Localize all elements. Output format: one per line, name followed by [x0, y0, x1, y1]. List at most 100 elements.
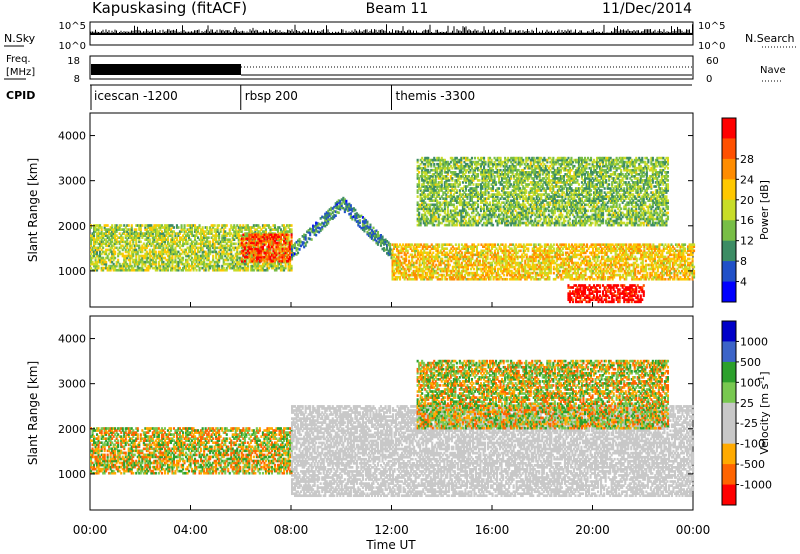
heatmap-cell: [311, 238, 313, 241]
heatmap-cell: [345, 200, 347, 203]
heatmap-cell: [202, 226, 204, 229]
heatmap-cell: [299, 238, 301, 241]
heatmap-cell: [338, 211, 340, 214]
nave-label: Nave: [760, 65, 786, 76]
heatmap-cell: [206, 226, 208, 229]
heatmap-cell: [615, 270, 617, 273]
heatmap-cell: [377, 231, 379, 234]
nsearch-tick-top: 10^5: [698, 21, 725, 32]
heatmap-cell: [559, 270, 561, 273]
heatmap-cell: [140, 241, 142, 244]
heatmap-cell: [366, 221, 368, 224]
heatmap-cell: [477, 243, 479, 246]
heatmap-cell: [244, 260, 246, 263]
heatmap-cell: [128, 224, 130, 227]
heatmap-cell: [520, 250, 522, 253]
heatmap-cell: [141, 224, 143, 227]
heatmap-cell: [670, 272, 672, 275]
heatmap-cell: [473, 268, 475, 271]
heatmap-cell: [503, 274, 505, 277]
heatmap-cell: [291, 224, 293, 227]
heatmap-cell: [288, 234, 290, 237]
heatmap-cell: [114, 257, 116, 260]
heatmap-cell: [684, 243, 686, 246]
heatmap-cell: [645, 260, 647, 263]
heatmap-cell: [449, 264, 451, 267]
heatmap-cell: [111, 224, 113, 227]
heatmap-cell: [369, 224, 371, 227]
nsky-tick-bottom: 10^0: [59, 41, 86, 52]
heatmap-cell: [541, 245, 543, 248]
heatmap-cell: [278, 248, 280, 251]
heatmap-cell: [181, 224, 183, 227]
freq-tick-bottom: 8: [74, 74, 80, 85]
heatmap-cell: [209, 241, 211, 244]
heatmap-cell: [530, 243, 532, 246]
heatmap-cell: [102, 247, 104, 250]
heatmap-cell: [208, 236, 210, 239]
nsearch-tick-bottom: 10^0: [698, 41, 725, 52]
heatmap-cell: [212, 255, 214, 258]
heatmap-cell: [131, 224, 133, 227]
heatmap-cell: [407, 250, 409, 253]
heatmap-cell: [182, 257, 184, 260]
heatmap-cell: [315, 234, 317, 237]
heatmap-cell: [692, 258, 694, 261]
heatmap-cell: [535, 243, 537, 246]
heatmap-cell: [692, 254, 694, 257]
heatmap-cell: [562, 252, 564, 255]
heatmap-cell: [664, 278, 666, 281]
heatmap-cell: [548, 276, 550, 279]
heatmap-cell: [184, 224, 186, 227]
heatmap-cell: [226, 224, 228, 227]
heatmap-cell: [291, 234, 293, 237]
heatmap-cell: [274, 224, 276, 227]
heatmap-cell: [625, 243, 627, 246]
heatmap-cell: [155, 251, 157, 254]
heatmap-cell: [359, 219, 361, 222]
mode-label: rbsp 200: [245, 89, 298, 103]
heatmap-cell: [248, 252, 250, 255]
heatmap-cell: [177, 226, 179, 229]
heatmap-cell: [553, 243, 555, 246]
heatmap-cell: [105, 261, 107, 264]
heatmap-cell: [285, 242, 287, 245]
heatmap-cell: [265, 228, 267, 231]
heatmap-cell: [173, 226, 175, 229]
date-title: 11/Dec/2014: [602, 1, 692, 17]
heatmap-cell: [382, 236, 384, 239]
heatmap-cell: [684, 247, 686, 250]
heatmap-cell: [527, 247, 529, 250]
heatmap-cell: [107, 224, 109, 227]
heatmap-cell: [636, 258, 638, 261]
nsearch-label: N.Search: [745, 32, 795, 45]
heatmap-cell: [689, 278, 691, 281]
heatmap-cell: [122, 236, 124, 239]
heatmap-cell: [693, 250, 695, 253]
heatmap-cell: [432, 252, 434, 255]
heatmap-cell: [441, 258, 443, 261]
heatmap-cell: [305, 234, 307, 237]
heatmap-cell: [241, 258, 243, 261]
heatmap-cell: [196, 269, 198, 272]
heatmap-cell: [586, 243, 588, 246]
nsky-trace-line: [91, 24, 693, 33]
heatmap-cell: [646, 272, 648, 275]
freq-tick-top: 18: [67, 56, 80, 67]
heatmap-cell: [446, 278, 448, 281]
heatmap-cell: [278, 242, 280, 245]
nsky-tick-top: 10^5: [59, 21, 86, 32]
heatmap-cell: [291, 228, 293, 231]
heatmap-cell: [297, 252, 299, 255]
heatmap-cell: [350, 212, 352, 215]
heatmap-cell: [591, 262, 593, 265]
mode-label: themis -3300: [396, 89, 476, 103]
radar-summary-plot: Kapuskasing (fitACF) Beam 11 11/Dec/2014…: [0, 0, 800, 554]
heatmap-cell: [494, 243, 496, 246]
heatmap-cell: [286, 238, 288, 241]
heatmap-cell: [455, 243, 457, 246]
heatmap-cell: [101, 226, 103, 229]
heatmap-cell: [506, 278, 508, 281]
freq-label-line1: Freq.: [6, 54, 31, 65]
nave-tick-bottom: 0: [706, 74, 712, 85]
